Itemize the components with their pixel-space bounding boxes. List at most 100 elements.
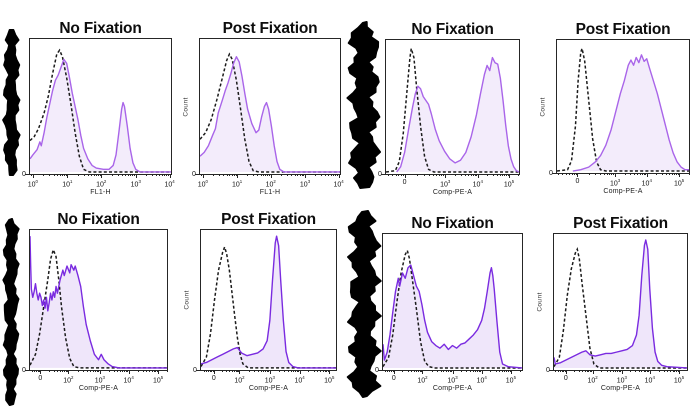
x-minor-tick [326,370,328,372]
x-major-tick [404,174,406,178]
x-minor-tick [315,174,317,176]
redacted-label [2,29,21,176]
x-tick-label: 102 [587,375,598,385]
x-minor-tick [31,174,33,176]
stained-fill [201,236,336,368]
x-minor-tick [267,174,269,176]
panel-title: No Fixation [411,215,494,232]
y-axis-label: Count [182,96,190,117]
x-minor-tick [421,370,423,372]
x-minor-tick [48,370,50,372]
x-minor-tick [308,370,310,372]
x-tick-label: 103 [130,179,141,189]
x-minor-tick [226,370,228,372]
x-minor-tick [95,174,97,176]
x-tick-label: 0 [211,375,216,382]
x-minor-tick [566,173,568,175]
x-major-tick [40,370,42,374]
control-dashed-curve [30,250,167,368]
stained-curve [573,55,689,171]
x-minor-tick [34,370,36,372]
x-minor-tick [559,370,561,372]
redaction-scribble [2,29,21,176]
x-major-tick [128,370,130,374]
x-minor-tick [229,370,231,372]
x-minor-tick [562,173,564,175]
x-minor-tick [407,370,409,372]
x-minor-tick [400,174,402,176]
x-minor-tick [445,370,447,372]
x-axis-ticks: 100 101 102 103 104 [197,174,344,196]
x-minor-tick [331,174,333,176]
x-tick-label: 100 [197,179,208,189]
x-minor-tick [145,174,147,176]
x-minor-tick [611,173,613,175]
x-minor-tick [600,173,602,175]
x-axis-ticks: 0 102 103 104 105 [554,370,687,392]
stained-curve [30,59,171,172]
stained-fill [572,54,689,172]
x-major-tick [621,370,623,374]
x-minor-tick [391,370,393,372]
x-minor-tick [470,174,472,176]
x-major-tick [269,370,271,374]
x-major-tick [477,174,479,178]
x-minor-tick [647,370,649,372]
x-major-tick [135,174,137,178]
x-minor-tick [419,370,421,372]
x-minor-tick [606,370,608,372]
x-tick-label: 104 [333,179,344,189]
x-minor-tick [64,370,65,372]
x-major-tick [67,174,69,178]
x-tick-label: 103 [447,375,458,385]
x-minor-tick [65,174,67,176]
x-minor-tick [151,370,153,372]
x-minor-tick [423,174,425,176]
x-minor-tick [122,174,123,176]
x-minor-tick [641,173,643,175]
x-minor-tick [337,174,339,176]
x-minor-tick [313,370,315,372]
x-minor-tick [508,370,510,372]
x-minor-tick [31,370,33,372]
x-minor-tick [233,370,235,372]
x-minor-tick [328,174,330,176]
x-minor-tick [674,370,676,372]
x-minor-tick [299,174,301,176]
x-tick-label: 104 [164,179,175,189]
x-minor-tick [96,370,98,372]
x-minor-tick [571,173,573,175]
x-tick-label: 103 [94,375,105,385]
x-minor-tick [296,370,298,372]
stained-fill [383,265,522,368]
x-minor-tick [443,174,445,176]
x-minor-tick [440,370,442,372]
histogram-plot [30,39,171,174]
x-minor-tick [588,370,590,372]
x-minor-tick [168,174,170,176]
y-axis-label: Count [539,96,547,117]
control-dashed-curve [30,50,171,172]
x-minor-tick [142,370,144,372]
x-minor-tick [392,174,394,176]
x-minor-tick [475,370,477,372]
x-minor-tick [260,370,262,372]
x-minor-tick [476,174,478,176]
x-minor-tick [464,174,466,176]
x-minor-tick [648,370,650,372]
x-minor-tick [317,370,319,372]
x-minor-tick [37,370,39,372]
x-axis-ticks: 100 101 102 103 104 [28,174,175,196]
x-minor-tick [125,174,127,176]
panel-title: Post Fixation [575,21,671,38]
x-minor-tick [219,174,221,176]
x-minor-tick [108,370,110,372]
x-minor-tick [287,370,289,372]
y-axis-zero-label: 0 [22,171,26,178]
x-minor-tick [333,174,335,176]
stained-curve [554,240,687,368]
x-minor-tick [91,174,93,176]
x-minor-tick [111,174,113,176]
x-tick-label: 103 [264,375,275,385]
x-minor-tick [658,370,660,372]
